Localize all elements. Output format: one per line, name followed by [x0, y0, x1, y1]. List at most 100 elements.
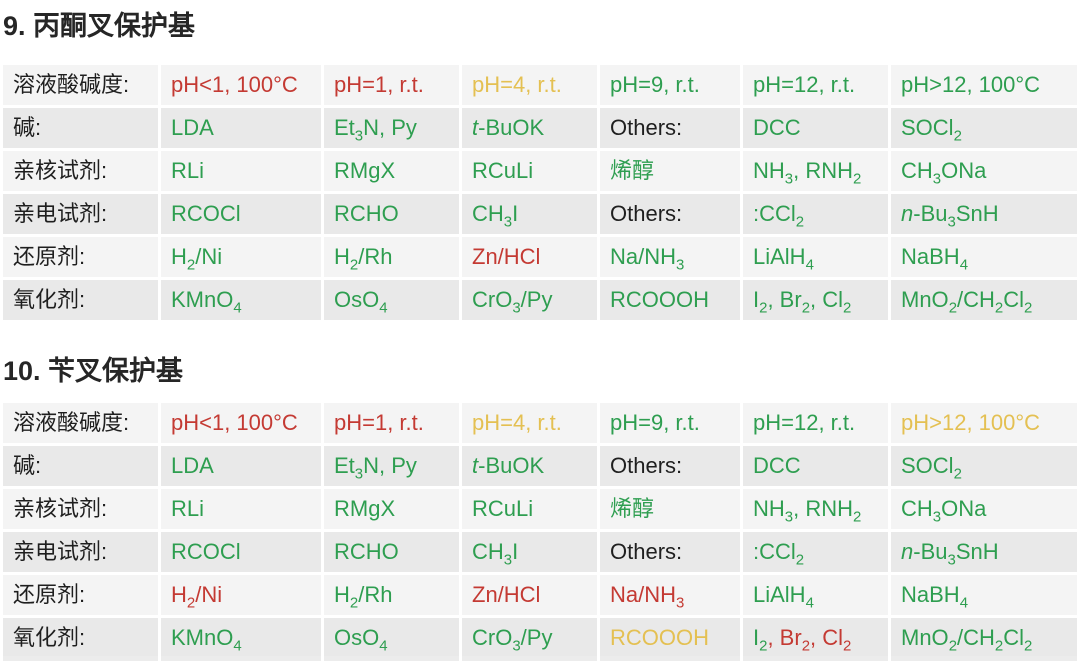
divider-segment	[600, 656, 740, 661]
table-cell: KMnO4	[161, 618, 321, 658]
table-row: 碱: LDA Et3N, Py t-BuOK Others: DCC SOCl2	[3, 446, 1077, 486]
table-cell: CrO3/Py	[462, 618, 597, 658]
table-cell: RCuLi	[462, 151, 597, 191]
table-cell: pH=12, r.t.	[743, 403, 888, 443]
table-cell: KMnO4	[161, 280, 321, 320]
divider-segment	[3, 656, 158, 661]
row-label: 亲电试剂:	[3, 194, 158, 234]
divider-segment	[161, 656, 321, 661]
table-cell: pH=9, r.t.	[600, 65, 740, 105]
table-cell: OsO4	[324, 618, 459, 658]
table-cell: RCuLi	[462, 489, 597, 529]
row-label: 还原剂:	[3, 575, 158, 615]
table-cell: H2/Ni	[161, 575, 321, 615]
table-cell: H2/Rh	[324, 237, 459, 277]
row-label: 亲电试剂:	[3, 532, 158, 572]
table-cell: RCHO	[324, 194, 459, 234]
table-row: 碱: LDA Et3N, Py t-BuOK Others: DCC SOCl2	[3, 108, 1077, 148]
divider-segment	[743, 656, 888, 661]
table-cell: LiAlH4	[743, 237, 888, 277]
table-cell: pH=4, r.t.	[462, 403, 597, 443]
table-cell: OsO4	[324, 280, 459, 320]
table-cell: SOCl2	[891, 446, 1077, 486]
table-cell: NH3, RNH2	[743, 489, 888, 529]
table-cell: H2/Ni	[161, 237, 321, 277]
table-cell: pH>12, 100°C	[891, 65, 1077, 105]
table-cell: I2, Br2, Cl2	[743, 618, 888, 658]
table-cell: NaBH4	[891, 237, 1077, 277]
table-row: 还原剂: H2/Ni H2/Rh Zn/HCl Na/NH3 LiAlH4 NaBH4	[3, 575, 1077, 615]
table-cell: MnO2/CH2Cl2	[891, 280, 1077, 320]
next-row-cutoff-divider	[0, 656, 1080, 661]
table-cell: CH3ONa	[891, 151, 1077, 191]
table-row: 溶液酸碱度: pH<1, 100°C pH=1, r.t. pH=4, r.t. pH=…	[3, 65, 1077, 105]
table-cell: Others:	[600, 108, 740, 148]
table-cell: pH=1, r.t.	[324, 403, 459, 443]
table-cell: RCOCl	[161, 194, 321, 234]
table-cell: RCHO	[324, 532, 459, 572]
table-cell: NH3, RNH2	[743, 151, 888, 191]
table-row: 氧化剂: KMnO4 OsO4 CrO3/Py RCOOOH I2, Br2, Cl2 Mn…	[3, 618, 1077, 658]
row-label: 亲核试剂:	[3, 489, 158, 529]
table-cell: DCC	[743, 446, 888, 486]
table-row: 还原剂: H2/Ni H2/Rh Zn/HCl Na/NH3 LiAlH4 NaBH4	[3, 237, 1077, 277]
row-label: 氧化剂:	[3, 280, 158, 320]
row-label: 氧化剂:	[3, 618, 158, 658]
row-label: 溶液酸碱度:	[3, 65, 158, 105]
table-cell: n-Bu3SnH	[891, 532, 1077, 572]
table-cell: Zn/HCl	[462, 237, 597, 277]
table-cell: :CCl2	[743, 532, 888, 572]
table-cell: LiAlH4	[743, 575, 888, 615]
table-cell: CH3I	[462, 532, 597, 572]
table-cell: t-BuOK	[462, 446, 597, 486]
divider-segment	[891, 656, 1077, 661]
table-cell: pH<1, 100°C	[161, 403, 321, 443]
divider-segment	[324, 656, 459, 661]
table-cell: CrO3/Py	[462, 280, 597, 320]
table-cell: MnO2/CH2Cl2	[891, 618, 1077, 658]
section-title-acetonide: 9. 丙酮叉保护基	[3, 11, 196, 41]
table-row: 亲电试剂: RCOCl RCHO CH3I Others::CCl2 n-Bu3SnH	[3, 532, 1077, 572]
table-row: 氧化剂: KMnO4 OsO4 CrO3/Py RCOOOH I2, Br2, Cl2 Mn…	[3, 280, 1077, 320]
row-label: 溶液酸碱度:	[3, 403, 158, 443]
table-cell: LDA	[161, 446, 321, 486]
table-cell: Et3N, Py	[324, 108, 459, 148]
table-cell: RCOOOH	[600, 618, 740, 658]
table-cell: 烯醇	[600, 489, 740, 529]
table-cell: Na/NH3	[600, 575, 740, 615]
table-cell: RCOCl	[161, 532, 321, 572]
table-cell: Et3N, Py	[324, 446, 459, 486]
table-cell: 烯醇	[600, 151, 740, 191]
row-label: 还原剂:	[3, 237, 158, 277]
table-cell: Zn/HCl	[462, 575, 597, 615]
table-cell: pH>12, 100°C	[891, 403, 1077, 443]
table-cell: RLi	[161, 489, 321, 529]
table-cell: RMgX	[324, 151, 459, 191]
table-row: 亲核试剂: RLi RMgX RCuLi 烯醇 NH3, RNH2 CH3ONa	[3, 151, 1077, 191]
table-cell: CH3ONa	[891, 489, 1077, 529]
table-row: 亲核试剂: RLi RMgX RCuLi 烯醇 NH3, RNH2 CH3ONa	[3, 489, 1077, 529]
row-label: 亲核试剂:	[3, 151, 158, 191]
table-cell: RMgX	[324, 489, 459, 529]
table-cell: RLi	[161, 151, 321, 191]
protecting-group-table-9: 溶液酸碱度: pH<1, 100°C pH=1, r.t. pH=4, r.t. pH=…	[0, 62, 1080, 323]
table-cell: I2, Br2, Cl2	[743, 280, 888, 320]
row-label: 碱:	[3, 446, 158, 486]
table-cell: pH=1, r.t.	[324, 65, 459, 105]
table-cell: Others:	[600, 446, 740, 486]
table-cell: pH=9, r.t.	[600, 403, 740, 443]
table-cell: :CCl2	[743, 194, 888, 234]
divider-segment	[462, 656, 597, 661]
table-cell: Others:	[600, 532, 740, 572]
table-cell: pH<1, 100°C	[161, 65, 321, 105]
table-row: 亲电试剂: RCOCl RCHO CH3I Others::CCl2 n-Bu3SnH	[3, 194, 1077, 234]
table-cell: LDA	[161, 108, 321, 148]
table-cell: NaBH4	[891, 575, 1077, 615]
table-cell: t-BuOK	[462, 108, 597, 148]
table-cell: SOCl2	[891, 108, 1077, 148]
protecting-group-table-10: 溶液酸碱度: pH<1, 100°C pH=1, r.t. pH=4, r.t. pH=…	[0, 400, 1080, 661]
table-cell: n-Bu3SnH	[891, 194, 1077, 234]
table-cell: DCC	[743, 108, 888, 148]
table-cell: pH=12, r.t.	[743, 65, 888, 105]
